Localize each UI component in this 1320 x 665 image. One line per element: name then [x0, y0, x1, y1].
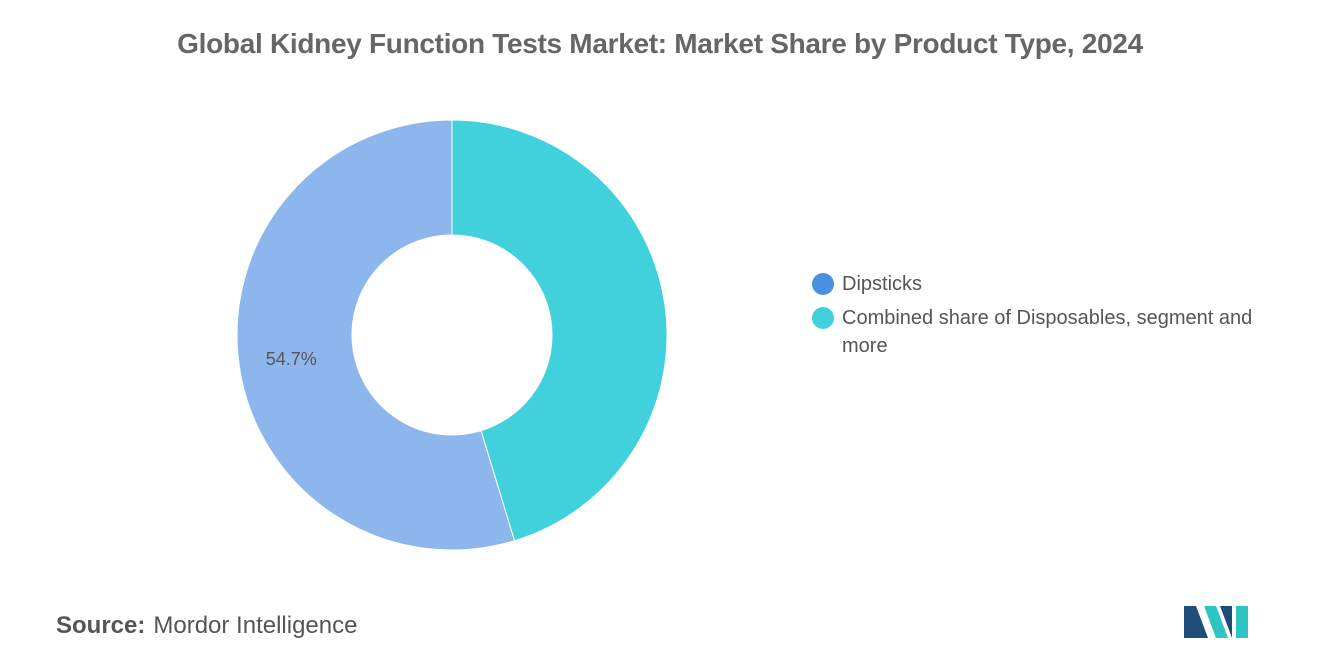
legend: Dipsticks Combined share of Disposables,…: [812, 270, 1282, 366]
legend-label-dipsticks: Dipsticks: [842, 273, 923, 295]
legend-swatch-dipsticks: [812, 273, 834, 295]
logo-shape-left: [1184, 606, 1208, 638]
source-label: Source:: [56, 612, 146, 639]
logo-shape-right: [1236, 606, 1248, 638]
chart-title: Global Kidney Function Tests Market: Mar…: [177, 28, 1143, 59]
data-label-dipsticks: 54.7%: [266, 349, 317, 369]
logo-shape-mid: [1204, 606, 1228, 638]
source-name: Mordor Intelligence: [153, 612, 358, 639]
logo-shape-mid-dark: [1220, 606, 1232, 638]
legend-swatch-combined: [812, 307, 834, 329]
legend-item-dipsticks[interactable]: Dipsticks: [812, 270, 1282, 298]
legend-label-combined: Combined share of Disposables, segment a…: [842, 307, 1253, 357]
mordor-intelligence-logo: [1184, 606, 1248, 638]
legend-item-combined[interactable]: Combined share of Disposables, segment a…: [812, 304, 1282, 360]
source-line: Source: Mordor Intelligence: [56, 612, 357, 640]
donut-slice-combined-share-of-disposables-segment-and-more[interactable]: [451, 119, 668, 542]
donut-slice-dipsticks[interactable]: [236, 119, 516, 551]
